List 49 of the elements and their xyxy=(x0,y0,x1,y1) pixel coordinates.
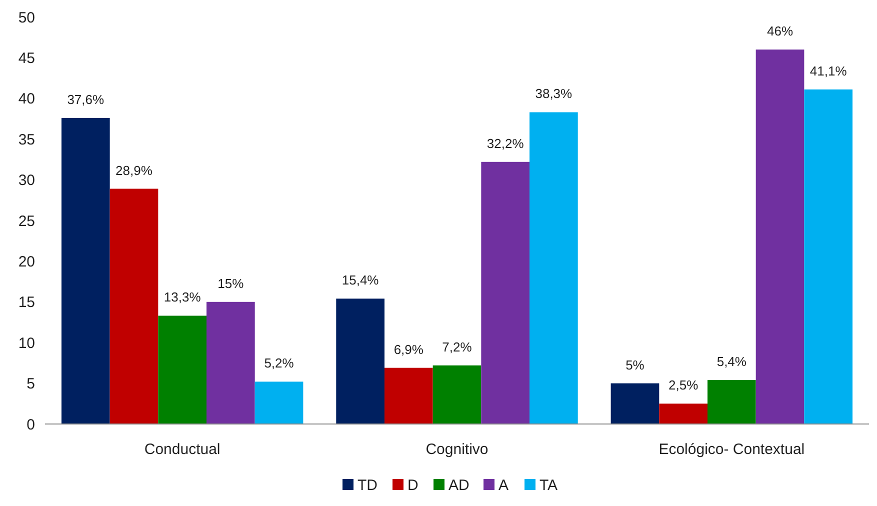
data-label: 38,3% xyxy=(535,86,573,102)
x-tick-label: Conductual xyxy=(144,441,220,458)
legend-label: A xyxy=(498,477,509,494)
legend-label: AD xyxy=(448,477,470,494)
bar xyxy=(707,380,756,424)
legend-label: TA xyxy=(540,477,558,494)
y-tick-label: 0 xyxy=(26,416,35,434)
legend-label: D xyxy=(408,477,418,494)
data-label: 13,3% xyxy=(164,290,202,305)
bar xyxy=(110,188,158,424)
data-label: 5,4% xyxy=(716,354,747,370)
bar xyxy=(610,383,660,424)
y-tick-label: 30 xyxy=(18,172,35,190)
bar xyxy=(254,382,304,424)
data-label: 32,2% xyxy=(486,136,524,151)
data-label: 46% xyxy=(766,24,794,39)
y-tick-label: 5 xyxy=(26,376,35,393)
data-label: 28,9% xyxy=(116,162,153,178)
data-label: 7,2% xyxy=(442,339,472,354)
bar xyxy=(206,302,255,424)
x-tick-label: Ecológico- Contextual xyxy=(658,441,805,458)
bar xyxy=(61,118,110,424)
data-label: 37,6% xyxy=(67,92,105,107)
bar xyxy=(384,368,433,424)
y-tick-label: 25 xyxy=(18,212,35,230)
bar xyxy=(158,316,207,424)
bar xyxy=(530,112,578,424)
data-label: 6,9% xyxy=(394,342,424,357)
y-tick-label: 20 xyxy=(18,253,35,270)
y-tick-label: 50 xyxy=(18,9,35,26)
data-label: 5,2% xyxy=(264,356,294,371)
data-label: 5% xyxy=(626,357,645,372)
bar xyxy=(481,162,530,424)
x-tick-label: Cognitivo xyxy=(426,441,488,458)
bar xyxy=(336,298,384,424)
data-label: 15% xyxy=(218,276,244,291)
y-tick-label: 15 xyxy=(18,294,35,312)
bar xyxy=(659,404,708,424)
bar xyxy=(432,365,482,424)
y-tick-label: 45 xyxy=(18,50,35,67)
y-tick-label: 10 xyxy=(18,334,35,352)
y-tick-label: 40 xyxy=(18,90,35,108)
data-label: 2,5% xyxy=(668,378,699,393)
bar xyxy=(804,89,853,424)
legend-label: TD xyxy=(358,477,378,494)
y-tick-label: 35 xyxy=(18,131,35,148)
data-label: 15,4% xyxy=(342,272,380,288)
bar xyxy=(756,50,804,424)
data-label: 41,1% xyxy=(810,63,848,78)
